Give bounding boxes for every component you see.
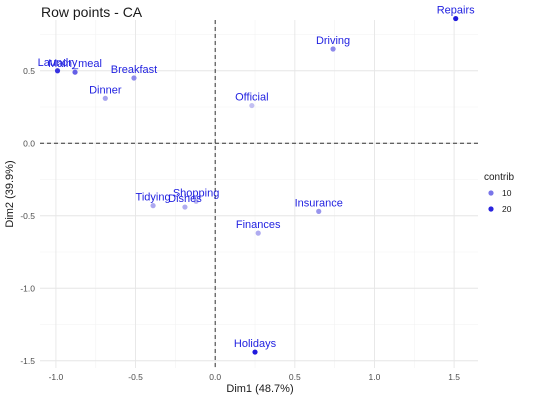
x-tick-label: 0.0 [209, 372, 221, 382]
legend: contrib 10 20 [484, 172, 514, 214]
y-tick-label: -1.0 [20, 283, 35, 293]
y-tick-label: 0.0 [23, 138, 35, 148]
point-holidays [252, 349, 258, 355]
point-dinner [102, 95, 108, 101]
point-label-dinner: Dinner [89, 84, 122, 96]
point-driving [330, 46, 336, 52]
chart-title: Row points - CA [41, 4, 143, 20]
legend-key-20 [488, 206, 494, 212]
point-label-shopping: Shopping [173, 187, 220, 199]
legend-key-10 [488, 190, 494, 196]
point-label-breakfast: Breakfast [111, 64, 157, 76]
x-tick-label: -0.5 [128, 372, 143, 382]
point-laundry [54, 68, 61, 74]
point-label-finances: Finances [236, 219, 281, 231]
point-shopping [193, 198, 199, 204]
points [54, 15, 459, 355]
point-label-tidying: Tidying [136, 192, 171, 204]
point-finances [255, 230, 261, 236]
point-main-meal [72, 69, 78, 75]
x-tick-label: 1.0 [369, 372, 381, 382]
point-label-main-meal: Main_meal [48, 58, 102, 70]
point-label-official: Official [235, 92, 268, 104]
legend-title: contrib [484, 172, 514, 183]
point-label-driving: Driving [316, 35, 350, 47]
x-axis: -1.0 -0.5 0.0 0.5 1.0 1.5 [49, 372, 461, 382]
y-tick-label: -1.5 [20, 356, 35, 366]
point-tidying [150, 203, 156, 209]
y-axis-title: Dim2 (39.9%) [4, 160, 16, 227]
x-tick-label: 0.5 [289, 372, 301, 382]
point-label-holidays: Holidays [234, 338, 277, 350]
legend-label-10: 10 [502, 188, 512, 198]
x-tick-label: 1.5 [448, 372, 460, 382]
y-tick-label: -0.5 [20, 211, 35, 221]
point-label-dishes: Dishes [168, 193, 202, 205]
x-tick-label: -1.0 [49, 372, 64, 382]
point-dishes [182, 204, 188, 210]
legend-label-20: 20 [502, 204, 512, 214]
point-breakfast [131, 75, 137, 81]
x-axis-title: Dim1 (48.7%) [226, 383, 293, 395]
point-repairs [453, 15, 459, 22]
point-label-laundry: Laundry [38, 57, 78, 69]
point-insurance [316, 208, 322, 214]
y-axis: -1.5 -1.0 -0.5 0.0 0.5 [20, 66, 35, 366]
point-label-repairs: Repairs [437, 5, 475, 17]
point-official [249, 102, 255, 109]
point-label-insurance: Insurance [295, 197, 343, 209]
y-tick-label: 0.5 [23, 66, 35, 76]
